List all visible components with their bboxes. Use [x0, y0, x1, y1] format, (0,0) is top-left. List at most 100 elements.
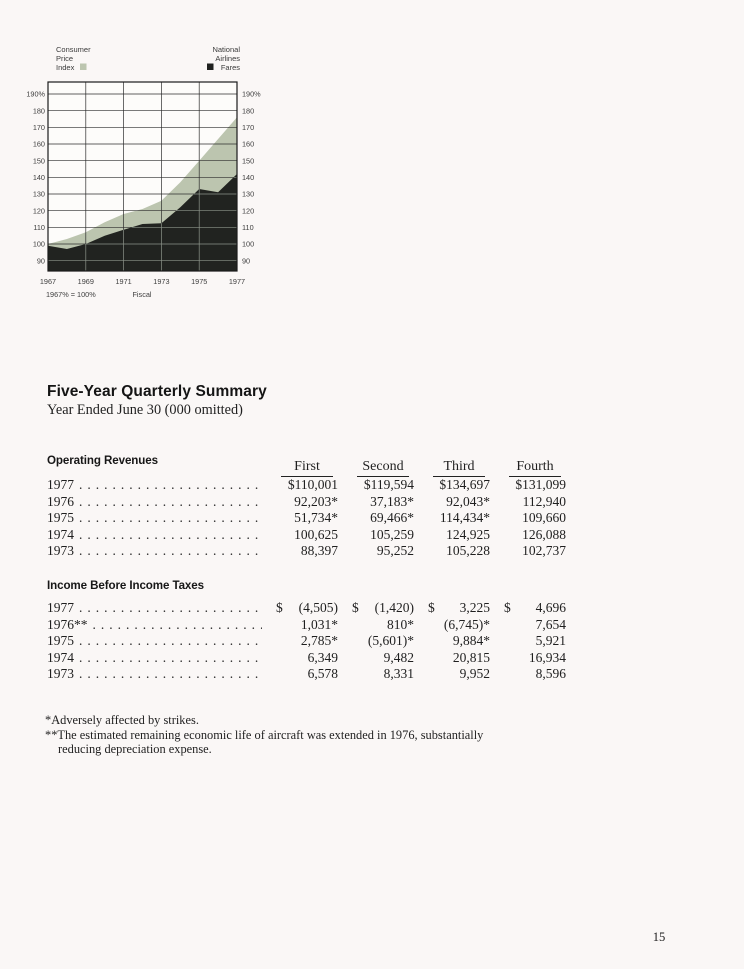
- cell-value: 92,203*: [294, 493, 338, 509]
- svg-text:190%: 190%: [26, 90, 45, 99]
- table-row-year-label: 1977....................................…: [47, 477, 262, 492]
- cell-value: 16,934: [528, 649, 566, 665]
- cell-value: 114,434*: [439, 510, 490, 525]
- cell-value: 9,482: [383, 649, 414, 665]
- svg-text:110: 110: [242, 223, 254, 232]
- cell-value: $ (4,505): [276, 600, 338, 615]
- table-row-year-label: 1977....................................…: [47, 600, 262, 615]
- cell-value: $ (1,420): [352, 600, 414, 615]
- cell-value: 95,252: [376, 543, 414, 558]
- table-row-year-label: 1975....................................…: [47, 633, 262, 648]
- footnotes: *Adversely affected by strikes. **The est…: [45, 713, 491, 757]
- svg-text:Consumer: Consumer: [56, 45, 91, 54]
- svg-text:120: 120: [33, 206, 45, 215]
- cell-value: (5,601)*: [367, 633, 414, 648]
- cell-value: 112,940: [522, 493, 566, 509]
- svg-text:Index: Index: [56, 63, 75, 72]
- x-axis-title: Fiscal: [132, 290, 151, 299]
- svg-text:180: 180: [242, 106, 254, 115]
- svg-text:160: 160: [242, 140, 254, 149]
- footnote-0: *Adversely affected by strikes.: [45, 713, 199, 727]
- dot-leader: ........................................…: [79, 510, 262, 525]
- svg-text:130: 130: [33, 190, 45, 199]
- table-row-year-label: 1974....................................…: [47, 526, 262, 542]
- svg-text:1977: 1977: [229, 277, 245, 286]
- table-row-year-label: 1973....................................…: [47, 666, 262, 681]
- cell-value: 6,349: [307, 649, 338, 665]
- svg-text:National: National: [212, 45, 240, 54]
- cell-value: 9,884*: [452, 633, 490, 648]
- svg-text:Price: Price: [56, 54, 73, 63]
- cell-value: 109,660: [522, 510, 566, 525]
- svg-text:180: 180: [33, 106, 45, 115]
- cell-value: 20,815: [452, 649, 490, 665]
- cell-value: 37,183*: [370, 493, 414, 509]
- cell-value: 8,331: [383, 666, 414, 681]
- svg-text:1971: 1971: [115, 277, 131, 286]
- cell-value: $131,099: [515, 477, 566, 492]
- cell-value: 5,921: [535, 633, 566, 648]
- svg-text:150: 150: [33, 156, 45, 165]
- svg-text:100: 100: [33, 240, 45, 249]
- dot-leader: ........................................…: [79, 666, 262, 681]
- table-row-year-label: 1974....................................…: [47, 649, 262, 665]
- cell-value: 88,397: [300, 543, 338, 558]
- dot-leader: ........................................…: [79, 493, 262, 509]
- cell-value: 105,228: [446, 543, 490, 558]
- cpi-vs-fares-area-chart: 190% 190% 180 180 170 170 160 160 150 150 140 140 13…: [26, 45, 261, 299]
- cell-value: 7,654: [535, 616, 566, 632]
- income-before-taxes-section: 1977....................................…: [47, 600, 566, 683]
- column-header-fourth: Fourth: [509, 459, 561, 477]
- svg-text:Airlines: Airlines: [215, 54, 240, 63]
- fares-swatch: [207, 63, 214, 70]
- table-row-year-label: 1976**..................................…: [47, 616, 263, 632]
- summary-subtitle: Year Ended June 30 (000 omitted): [47, 402, 243, 418]
- cell-value: (6,745)*: [443, 616, 490, 632]
- dot-leader: ........................................…: [79, 649, 262, 665]
- cell-value: 9,952: [459, 666, 490, 681]
- svg-text:90: 90: [242, 256, 250, 265]
- svg-text:190%: 190%: [242, 90, 261, 99]
- plot-frame: [47, 81, 238, 272]
- cell-value: 810*: [387, 616, 414, 632]
- cell-value: 2,785*: [300, 633, 338, 648]
- cell-value: $119,594: [363, 477, 414, 492]
- dot-leader: ........................................…: [92, 616, 263, 632]
- svg-text:110: 110: [33, 223, 45, 232]
- cell-value: 126,088: [522, 526, 566, 542]
- footnote-1: **The estimated remaining economic life …: [45, 727, 484, 757]
- cell-value: 51,734*: [294, 510, 338, 525]
- cpi-swatch: [80, 63, 87, 70]
- svg-text:170: 170: [242, 123, 254, 132]
- fares-area: [48, 174, 237, 271]
- operating-revenues-heading: Operating Revenues: [47, 454, 158, 467]
- y-axis-labels: 190% 190% 180 180 170 170 160 160 150 150 140 140 13…: [26, 90, 261, 266]
- cell-value: $4,696: [504, 600, 566, 615]
- table-row-year-label: 1973....................................…: [47, 543, 262, 558]
- table-row-year-label: 1975....................................…: [47, 510, 262, 525]
- cell-value: 100,625: [294, 526, 338, 542]
- svg-text:160: 160: [33, 140, 45, 149]
- svg-text:120: 120: [242, 206, 254, 215]
- svg-text:90: 90: [37, 256, 45, 265]
- svg-text:1967: 1967: [40, 277, 56, 286]
- x-axis-labels: 1967 1969 1971 1973 1975 1977 1967% = 100% Fisc…: [40, 277, 245, 299]
- svg-text:1973: 1973: [153, 277, 169, 286]
- cell-value: 105,259: [370, 526, 414, 542]
- svg-text:1975: 1975: [191, 277, 207, 286]
- cell-value: 6,578: [307, 666, 338, 681]
- base-note: 1967% = 100%: [46, 290, 96, 299]
- cell-value: 69,466*: [370, 510, 414, 525]
- column-header-second: Second: [357, 459, 409, 477]
- svg-text:170: 170: [33, 123, 45, 132]
- summary-title: Five-Year Quarterly Summary: [47, 383, 267, 400]
- cell-value: 8,596: [535, 666, 566, 681]
- column-header-third: Third: [433, 459, 485, 477]
- cell-value: $134,697: [439, 477, 490, 492]
- cell-value: $3,225: [428, 600, 490, 615]
- svg-text:Fares: Fares: [221, 63, 240, 72]
- svg-text:1969: 1969: [78, 277, 94, 286]
- cell-value: 102,737: [522, 543, 566, 558]
